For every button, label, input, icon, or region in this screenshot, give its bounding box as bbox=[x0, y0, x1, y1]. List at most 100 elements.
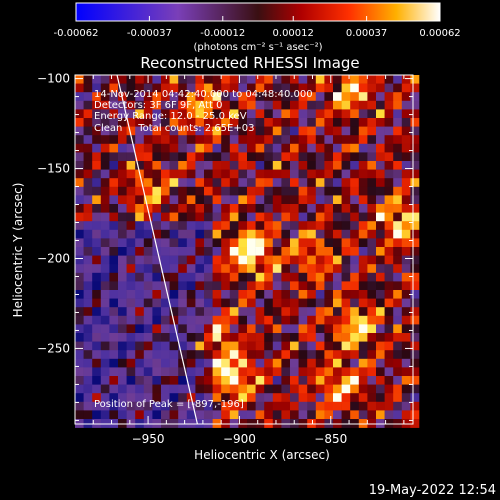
heatmap-cell bbox=[307, 341, 317, 351]
heatmap-cell bbox=[410, 367, 420, 377]
heatmap-cell bbox=[186, 264, 196, 274]
heatmap-cell bbox=[212, 75, 222, 84]
heatmap-cell bbox=[401, 401, 411, 411]
heatmap-cell bbox=[307, 419, 317, 428]
heatmap-cell bbox=[212, 315, 222, 325]
heatmap-cell bbox=[221, 393, 231, 403]
heatmap-cell bbox=[315, 92, 325, 102]
heatmap-cell bbox=[238, 358, 248, 368]
heatmap-cell bbox=[367, 126, 377, 136]
heatmap-cell bbox=[358, 247, 368, 256]
heatmap-cell bbox=[307, 195, 317, 205]
heatmap-cell bbox=[358, 315, 368, 325]
heatmap-cell bbox=[229, 143, 239, 153]
heatmap-cell bbox=[272, 393, 282, 403]
heatmap-cell bbox=[135, 358, 145, 368]
heatmap-cell bbox=[186, 401, 196, 411]
heatmap-cell bbox=[152, 255, 162, 265]
heatmap-cell bbox=[169, 264, 179, 274]
heatmap-cell bbox=[324, 135, 334, 145]
heatmap-cell bbox=[401, 367, 411, 377]
heatmap-cell bbox=[307, 221, 317, 231]
heatmap-cell bbox=[401, 118, 411, 127]
heatmap-cell bbox=[204, 75, 213, 84]
heatmap-cell bbox=[272, 221, 282, 231]
heatmap-cell bbox=[221, 152, 231, 162]
heatmap-cell bbox=[307, 264, 317, 274]
heatmap-cell bbox=[109, 143, 119, 153]
heatmap-cell bbox=[376, 186, 385, 196]
heatmap-cell bbox=[109, 109, 119, 119]
heatmap-cell bbox=[195, 178, 205, 188]
heatmap-cell bbox=[350, 169, 360, 179]
heatmap-cell bbox=[161, 135, 170, 145]
heatmap-cell bbox=[221, 419, 231, 428]
heatmap-cell bbox=[298, 410, 308, 420]
heatmap-cell bbox=[281, 272, 291, 282]
heatmap-cell bbox=[109, 393, 119, 403]
heatmap-cell bbox=[100, 384, 110, 394]
heatmap-cell bbox=[315, 221, 325, 231]
heatmap-cell bbox=[75, 384, 84, 394]
heatmap-cell bbox=[401, 161, 411, 170]
heatmap-cell bbox=[290, 238, 299, 248]
heatmap-cell bbox=[255, 350, 265, 360]
heatmap-cell bbox=[401, 221, 411, 231]
heatmap-cell bbox=[247, 255, 256, 265]
heatmap-cell bbox=[281, 290, 291, 299]
heatmap-cell bbox=[247, 350, 256, 360]
heatmap-cell bbox=[324, 401, 334, 411]
heatmap-cell bbox=[358, 307, 368, 317]
heatmap-cell bbox=[83, 83, 93, 93]
heatmap-cell bbox=[229, 109, 239, 119]
heatmap-cell bbox=[92, 118, 102, 127]
heatmap-cell bbox=[143, 384, 153, 394]
heatmap-cell bbox=[195, 307, 205, 317]
heatmap-cell bbox=[264, 350, 274, 360]
heatmap-cell bbox=[247, 135, 256, 145]
heatmap-cell bbox=[212, 221, 222, 231]
heatmap-cell bbox=[135, 161, 145, 170]
heatmap-cell bbox=[393, 229, 403, 239]
x-axis-label: Heliocentric X (arcsec) bbox=[194, 448, 330, 462]
heatmap-cell bbox=[264, 135, 274, 145]
heatmap-cell bbox=[384, 341, 394, 351]
heatmap-cell bbox=[152, 135, 162, 145]
heatmap-cell bbox=[393, 281, 403, 291]
heatmap-cell bbox=[281, 419, 291, 428]
heatmap-cell bbox=[272, 350, 282, 360]
heatmap-cell bbox=[401, 169, 411, 179]
heatmap-cell bbox=[204, 410, 213, 420]
heatmap-cell bbox=[290, 143, 299, 153]
heatmap-cell bbox=[290, 186, 299, 196]
heatmap-cell bbox=[161, 109, 170, 119]
heatmap-cell bbox=[401, 143, 411, 153]
heatmap-cell bbox=[169, 307, 179, 317]
heatmap-cell bbox=[333, 376, 342, 385]
heatmap-cell bbox=[152, 350, 162, 360]
heatmap-cell bbox=[410, 212, 420, 222]
heatmap-cell bbox=[92, 384, 102, 394]
heatmap-cell bbox=[229, 238, 239, 248]
heatmap-cell bbox=[272, 92, 282, 102]
heatmap-cell bbox=[161, 264, 170, 274]
heatmap-cell bbox=[315, 204, 325, 213]
heatmap-cell bbox=[186, 135, 196, 145]
heatmap-cell bbox=[315, 135, 325, 145]
heatmap-cell bbox=[221, 307, 231, 317]
heatmap-cell bbox=[255, 135, 265, 145]
heatmap-cell bbox=[333, 143, 342, 153]
heatmap-cell bbox=[341, 204, 351, 213]
heatmap-cell bbox=[83, 238, 93, 248]
heatmap-cell bbox=[255, 290, 265, 299]
heatmap-cell bbox=[75, 178, 84, 188]
heatmap-cell bbox=[393, 307, 403, 317]
heatmap-cell bbox=[92, 75, 102, 84]
heatmap-cell bbox=[238, 341, 248, 351]
heatmap-cell bbox=[169, 255, 179, 265]
heatmap-cell bbox=[367, 212, 377, 222]
heatmap-cell bbox=[384, 324, 394, 334]
heatmap-cell bbox=[212, 100, 222, 110]
heatmap-cell bbox=[290, 109, 299, 119]
heatmap-cell bbox=[100, 169, 110, 179]
